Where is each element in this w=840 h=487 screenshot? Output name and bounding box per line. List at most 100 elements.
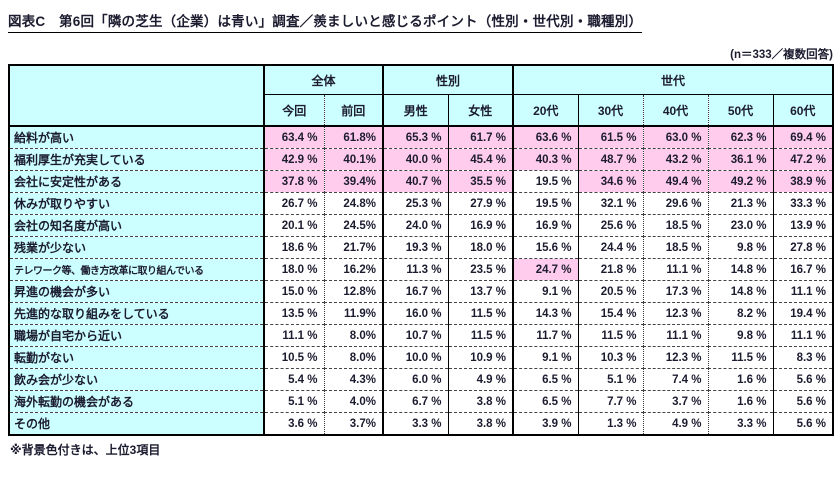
value-cell: 20.5 %	[577, 280, 643, 303]
value-cell-top3: 62.3 %	[707, 126, 773, 149]
value-cell: 12.3 %	[642, 302, 708, 325]
value-cell: 18.5 %	[642, 236, 708, 259]
table-row: 会社に安定性がある 37.8 % 39.4% 40.7 % 35.5 % 19.5 % 34…	[9, 170, 833, 193]
value-cell-top3: 34.6 %	[577, 170, 643, 193]
table-row: 職場が自宅から近い 11.1 % 8.0% 10.7 % 11.5 % 11.7 % 11.…	[9, 324, 833, 347]
value-cell: 18.0 %	[447, 236, 513, 259]
value-cell: 15.0 %	[263, 280, 324, 303]
value-cell-top3: 39.4%	[323, 170, 383, 193]
table-row: 昇進の機会が多い 15.0 % 12.8% 16.7 % 13.7 % 9.1 % 20.5…	[9, 280, 833, 303]
row-label: 会社の知名度が高い	[9, 214, 264, 237]
value-cell: 13.5 %	[263, 302, 324, 325]
table-row: 残業が少ない 18.6 % 21.7% 19.3 % 18.0 % 15.6 % 24.4 …	[9, 236, 833, 259]
value-cell: 16.2%	[323, 258, 383, 281]
value-cell: 5.6 %	[772, 390, 833, 413]
column-header-current: 今回	[263, 94, 324, 126]
value-cell: 10.3 %	[577, 346, 643, 369]
value-cell: 21.7%	[323, 236, 383, 259]
table-row: 休みが取りやすい 26.7 % 24.8% 25.3 % 27.9 % 19.5 % 32.…	[9, 192, 833, 215]
row-label: 海外転勤の機会がある	[9, 390, 264, 413]
value-cell: 3.3 %	[707, 412, 773, 435]
row-label: 先進的な取り組みをしている	[9, 302, 264, 325]
value-cell: 15.6 %	[512, 236, 578, 259]
corner-cell	[9, 65, 265, 126]
value-cell: 10.7 %	[382, 324, 448, 347]
value-cell-top3: 36.1 %	[707, 148, 773, 171]
value-cell: 33.3 %	[772, 192, 833, 215]
value-cell: 16.7 %	[772, 258, 833, 281]
value-cell: 11.1 %	[263, 324, 324, 347]
value-cell: 25.6 %	[577, 214, 643, 237]
value-cell: 8.2 %	[707, 302, 773, 325]
value-cell: 4.9 %	[447, 368, 513, 391]
value-cell: 11.5 %	[447, 324, 513, 347]
value-cell: 14.3 %	[512, 302, 578, 325]
value-cell: 11.5 %	[707, 346, 773, 369]
value-cell-top3: 49.2 %	[707, 170, 773, 193]
value-cell: 12.8%	[323, 280, 383, 303]
value-cell: 3.7%	[323, 412, 383, 435]
column-group-generation: 世代	[512, 65, 833, 95]
value-cell: 13.9 %	[772, 214, 833, 237]
column-header-previous: 前回	[323, 94, 383, 126]
value-cell: 4.3%	[323, 368, 383, 391]
value-cell: 23.0 %	[707, 214, 773, 237]
value-cell: 9.1 %	[512, 280, 578, 303]
value-cell: 14.8 %	[707, 280, 773, 303]
value-cell: 18.0 %	[263, 258, 324, 281]
highlight-footnote: ※背景色付きは、上位3項目	[10, 443, 161, 457]
sample-size-note: (n＝333／複数回答)	[730, 49, 833, 61]
value-cell: 1.3 %	[577, 412, 643, 435]
value-cell-top3: 47.2 %	[772, 148, 833, 171]
value-cell: 3.7 %	[642, 390, 708, 413]
value-cell-top3: 63.0 %	[642, 126, 708, 149]
value-cell: 21.8 %	[577, 258, 643, 281]
value-cell-top3: 61.8%	[323, 126, 383, 149]
value-cell: 5.1 %	[577, 368, 643, 391]
value-cell-top3: 61.5 %	[577, 126, 643, 149]
value-cell: 17.3 %	[642, 280, 708, 303]
table-row: テレワーク等、働き方改革に取り組んでいる 18.0 % 16.2% 11.3 % 23.…	[9, 258, 833, 281]
value-cell: 5.4 %	[263, 368, 324, 391]
row-label: 残業が少ない	[9, 236, 264, 259]
column-header-50s: 50代	[707, 94, 773, 126]
value-cell: 3.8 %	[447, 390, 513, 413]
value-cell: 9.8 %	[707, 324, 773, 347]
value-cell-top3: 37.8 %	[263, 170, 324, 193]
row-label: 飲み会が少ない	[9, 368, 264, 391]
value-cell: 12.3 %	[642, 346, 708, 369]
value-cell: 5.1 %	[263, 390, 324, 413]
value-cell: 9.8 %	[707, 236, 773, 259]
value-cell: 11.1 %	[642, 258, 708, 281]
value-cell: 9.1 %	[512, 346, 578, 369]
column-header-60s: 60代	[772, 94, 833, 126]
value-cell: 16.9 %	[447, 214, 513, 237]
row-label: 給料が高い	[9, 126, 264, 149]
value-cell: 3.9 %	[512, 412, 578, 435]
column-group-gender: 性別	[382, 65, 513, 95]
value-cell: 7.4 %	[642, 368, 708, 391]
value-cell: 7.7 %	[577, 390, 643, 413]
value-cell: 6.5 %	[512, 368, 578, 391]
column-group-overall: 全体	[264, 65, 383, 95]
value-cell: 4.9 %	[642, 412, 708, 435]
value-cell-top3: 40.0 %	[382, 148, 448, 171]
value-cell: 8.0%	[323, 324, 383, 347]
value-cell: 10.0 %	[382, 346, 448, 369]
table-body: 給料が高い 63.4 % 61.8% 65.3 % 61.7 % 63.6 % 61.5 %…	[9, 126, 833, 435]
value-cell: 13.7 %	[447, 280, 513, 303]
value-cell: 11.1 %	[772, 324, 833, 347]
value-cell: 24.4 %	[577, 236, 643, 259]
table-row: 先進的な取り組みをしている 13.5 % 11.9% 16.0 % 11.5 % 14.3…	[9, 302, 833, 325]
table-row: 飲み会が少ない 5.4 % 4.3% 6.0 % 4.9 % 6.5 % 5.1 % 7.4 …	[9, 368, 833, 391]
value-cell: 18.5 %	[642, 214, 708, 237]
value-cell-top3: 63.6 %	[512, 126, 578, 149]
value-cell: 20.1 %	[263, 214, 324, 237]
value-cell: 18.6 %	[263, 236, 324, 259]
row-label: 会社に安定性がある	[9, 170, 264, 193]
value-cell: 10.5 %	[263, 346, 324, 369]
value-cell: 6.7 %	[382, 390, 448, 413]
value-cell-top3: 35.5 %	[447, 170, 513, 193]
row-label: 休みが取りやすい	[9, 192, 264, 215]
value-cell: 25.3 %	[382, 192, 448, 215]
